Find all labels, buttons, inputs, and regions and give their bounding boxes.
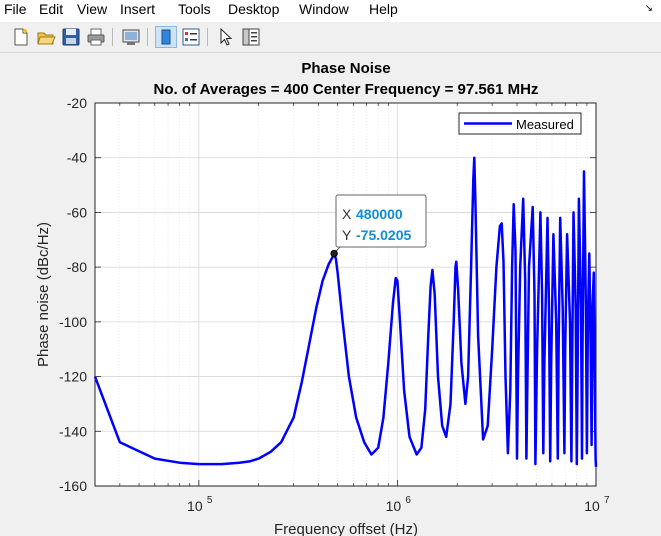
y-tick-label: -100 [59, 314, 87, 330]
datatip-marker[interactable] [330, 249, 338, 258]
axis-ticks: 10 5 10 6 10 7-20-40-60-80-100-120-140-160 [59, 95, 610, 514]
print-icon[interactable] [85, 26, 107, 48]
datatip-box [335, 194, 427, 248]
open-file-icon[interactable] [35, 26, 57, 48]
datatip[interactable]: X 480000 Y -75.0205 [330, 194, 427, 258]
legend-entry-measured: Measured [516, 117, 574, 132]
toolbar-separator [207, 28, 208, 46]
datatip-x-value: 480000 [356, 206, 403, 222]
menu-tools[interactable]: Tools [178, 1, 211, 17]
y-tick-label: -120 [59, 369, 87, 385]
datatip-y-label: Y [342, 227, 352, 243]
x-tick-label-exponent: 7 [604, 495, 610, 506]
figure-area: Phase Noise No. of Averages = 400 Center… [0, 53, 661, 536]
figure-toolbar [0, 22, 661, 53]
series-layer [93, 156, 598, 467]
x-tick-label: 10 [386, 498, 402, 514]
menu-view[interactable]: View [77, 1, 108, 17]
menu-desktop[interactable]: Desktop [228, 1, 280, 17]
y-tick-label: -140 [59, 423, 87, 439]
legend[interactable]: Measured [458, 112, 582, 135]
show-plot-tools-icon[interactable] [240, 26, 262, 48]
dock-arrow-icon[interactable]: ↘ [644, 3, 653, 14]
insert-legend-icon[interactable] [180, 26, 202, 48]
new-figure-icon[interactable] [10, 26, 32, 48]
menu-bar: File Edit View Insert Tools Desktop Wind… [0, 0, 661, 22]
x-tick-label-exponent: 6 [405, 495, 411, 506]
link-plot-icon[interactable] [120, 26, 142, 48]
x-tick-label-exponent: 5 [207, 495, 213, 506]
datatip-x-label: X [342, 206, 352, 222]
toolbar-separator [147, 28, 148, 46]
x-tick-label: 10 [584, 498, 600, 514]
hide-plot-tools-icon[interactable] [155, 26, 177, 48]
y-tick-label: -160 [59, 478, 87, 494]
y-axis-label: Phase noise (dBc/Hz) [35, 222, 52, 367]
menu-file[interactable]: File [4, 1, 27, 17]
chart-subtitle: No. of Averages = 400 Center Frequency =… [154, 81, 539, 98]
save-icon[interactable] [60, 26, 82, 48]
y-tick-label: -40 [67, 150, 87, 166]
x-axis-label: Frequency offset (Hz) [274, 521, 418, 536]
y-tick-label: -80 [67, 259, 87, 275]
toolbar-separator [112, 28, 113, 46]
phase-noise-plot[interactable]: Phase Noise No. of Averages = 400 Center… [0, 53, 661, 536]
axes-box [94, 102, 597, 487]
legend-box [458, 112, 582, 135]
chart-title: Phase Noise [301, 60, 390, 77]
series-line-measured[interactable] [93, 156, 598, 467]
datatip-y-value: -75.0205 [356, 227, 411, 243]
y-tick-label: -60 [67, 204, 87, 220]
menu-window[interactable]: Window [299, 1, 349, 17]
menu-edit[interactable]: Edit [39, 1, 64, 17]
edit-plot-icon[interactable] [215, 26, 237, 48]
y-tick-label: -20 [67, 95, 87, 111]
menu-insert[interactable]: Insert [120, 1, 156, 17]
x-tick-label: 10 [187, 498, 203, 514]
menu-help[interactable]: Help [369, 1, 398, 17]
